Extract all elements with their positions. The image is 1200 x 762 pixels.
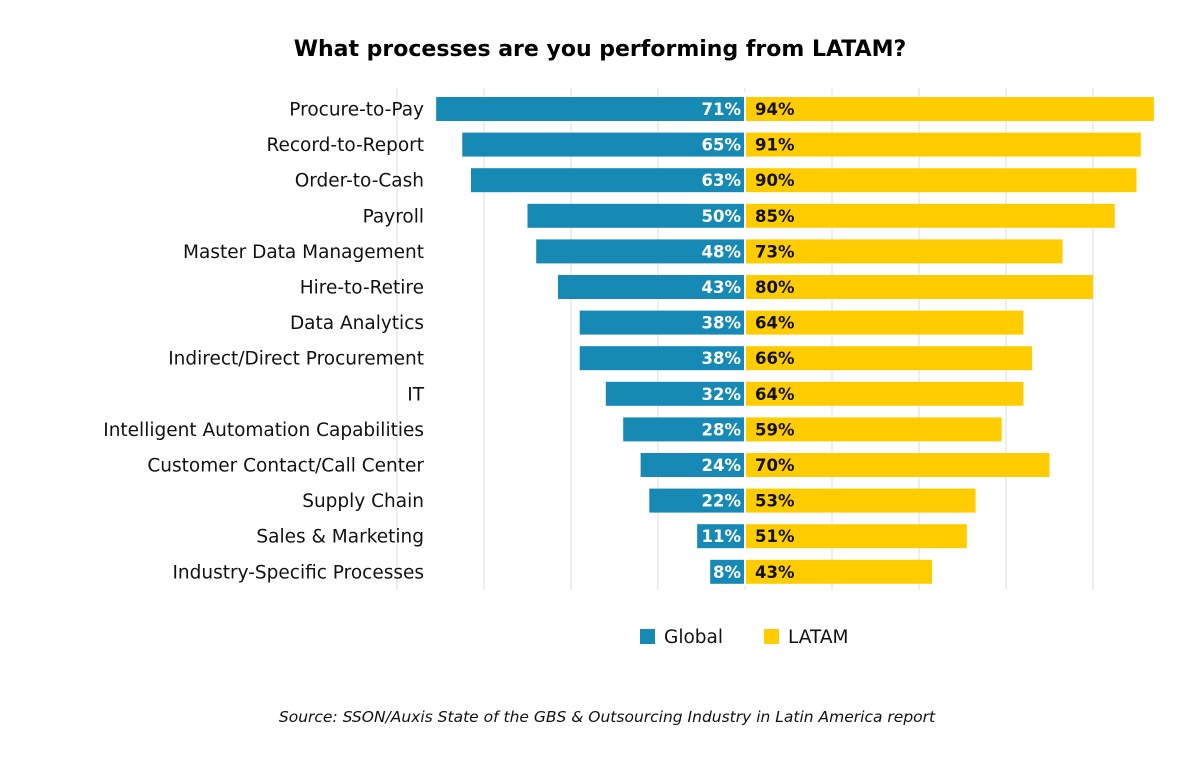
chart-title: What processes are you performing from L… bbox=[294, 37, 907, 62]
bar-latam bbox=[745, 275, 1093, 299]
value-label-latam: 73% bbox=[755, 242, 795, 261]
bar-latam bbox=[745, 381, 1024, 406]
category-label: Sales & Marketing bbox=[256, 527, 424, 548]
value-label-latam: 59% bbox=[755, 420, 795, 439]
value-label-latam: 64% bbox=[755, 385, 795, 404]
value-label-global: 48% bbox=[702, 242, 742, 261]
value-label-latam: 53% bbox=[755, 492, 795, 511]
value-label-latam: 90% bbox=[755, 171, 795, 190]
bar-latam bbox=[745, 168, 1137, 193]
value-label-latam: 91% bbox=[755, 136, 795, 155]
category-label: Record-to-Report bbox=[266, 135, 424, 156]
bars: 71% 94% 65% 91% 63% 90% 50% 85% 48% 73% 43% 80% 38% 6… bbox=[436, 92, 1154, 586]
bar-latam bbox=[745, 203, 1115, 228]
value-label-latam: 70% bbox=[755, 456, 795, 475]
legend-label-latam: LATAM bbox=[788, 627, 848, 648]
bar-global bbox=[623, 417, 745, 442]
bar-global bbox=[527, 203, 745, 228]
category-label: Master Data Management bbox=[183, 242, 424, 263]
bar-latam bbox=[745, 346, 1033, 371]
bar-global bbox=[710, 559, 745, 584]
bar-latam bbox=[745, 524, 967, 549]
value-label-global: 22% bbox=[702, 492, 742, 511]
legend-label-global: Global bbox=[664, 627, 723, 648]
bar-latam bbox=[745, 239, 1063, 264]
bar-global bbox=[640, 453, 745, 477]
category-label: Supply Chain bbox=[302, 491, 424, 512]
bar-latam bbox=[745, 310, 1024, 335]
bar-global bbox=[697, 524, 745, 549]
value-label-latam: 85% bbox=[755, 207, 795, 226]
bar-global bbox=[605, 381, 745, 406]
source-note: Source: SSON/Auxis State of the GBS & Ou… bbox=[279, 708, 936, 726]
bar-global bbox=[462, 132, 745, 157]
category-label: Industry-Specific Processes bbox=[172, 562, 424, 583]
value-label-latam: 80% bbox=[755, 278, 795, 297]
bar-global bbox=[470, 168, 745, 193]
value-label-global: 24% bbox=[702, 456, 742, 475]
category-label: Procure-to-Pay bbox=[289, 100, 424, 121]
bar-latam bbox=[745, 97, 1154, 121]
category-labels: Procure-to-Pay Record-to-Report Order-to-C… bbox=[103, 100, 424, 584]
value-label-global: 63% bbox=[702, 171, 742, 190]
bar-global bbox=[649, 488, 745, 513]
bar-latam bbox=[745, 132, 1141, 157]
bar-latam bbox=[745, 488, 976, 513]
legend-swatch-global bbox=[640, 629, 655, 644]
value-label-latam: 43% bbox=[755, 563, 795, 582]
bar-global bbox=[579, 310, 745, 335]
value-label-latam: 51% bbox=[755, 527, 795, 546]
value-label-global: 65% bbox=[702, 136, 742, 155]
value-label-latam: 66% bbox=[755, 349, 795, 368]
category-label: Intelligent Automation Capabilities bbox=[103, 420, 424, 441]
category-label: IT bbox=[407, 384, 424, 405]
category-label: Order-to-Cash bbox=[295, 171, 424, 192]
value-label-global: 32% bbox=[702, 385, 742, 404]
value-label-global: 38% bbox=[702, 314, 742, 333]
category-label: Payroll bbox=[363, 206, 424, 227]
value-label-global: 71% bbox=[702, 100, 742, 119]
value-label-global: 38% bbox=[702, 349, 742, 368]
category-label: Data Analytics bbox=[290, 313, 424, 334]
bar-latam bbox=[745, 417, 1002, 442]
value-label-latam: 94% bbox=[755, 100, 795, 119]
value-label-global: 11% bbox=[702, 527, 742, 546]
value-label-global: 8% bbox=[713, 563, 741, 582]
bar-global bbox=[579, 346, 745, 371]
category-label: Customer Contact/Call Center bbox=[147, 456, 424, 477]
bar-global bbox=[436, 97, 745, 121]
value-label-latam: 64% bbox=[755, 314, 795, 333]
category-label: Hire-to-Retire bbox=[300, 278, 424, 299]
bar-global bbox=[536, 239, 745, 264]
category-label: Indirect/Direct Procurement bbox=[168, 349, 424, 370]
value-label-global: 28% bbox=[702, 420, 742, 439]
bar-latam bbox=[745, 453, 1050, 477]
bar-global bbox=[557, 275, 745, 299]
bar-latam bbox=[745, 559, 933, 584]
value-label-global: 43% bbox=[702, 278, 742, 297]
legend: Global LATAM bbox=[640, 627, 848, 648]
legend-swatch-latam bbox=[764, 629, 779, 644]
value-label-global: 50% bbox=[702, 207, 742, 226]
